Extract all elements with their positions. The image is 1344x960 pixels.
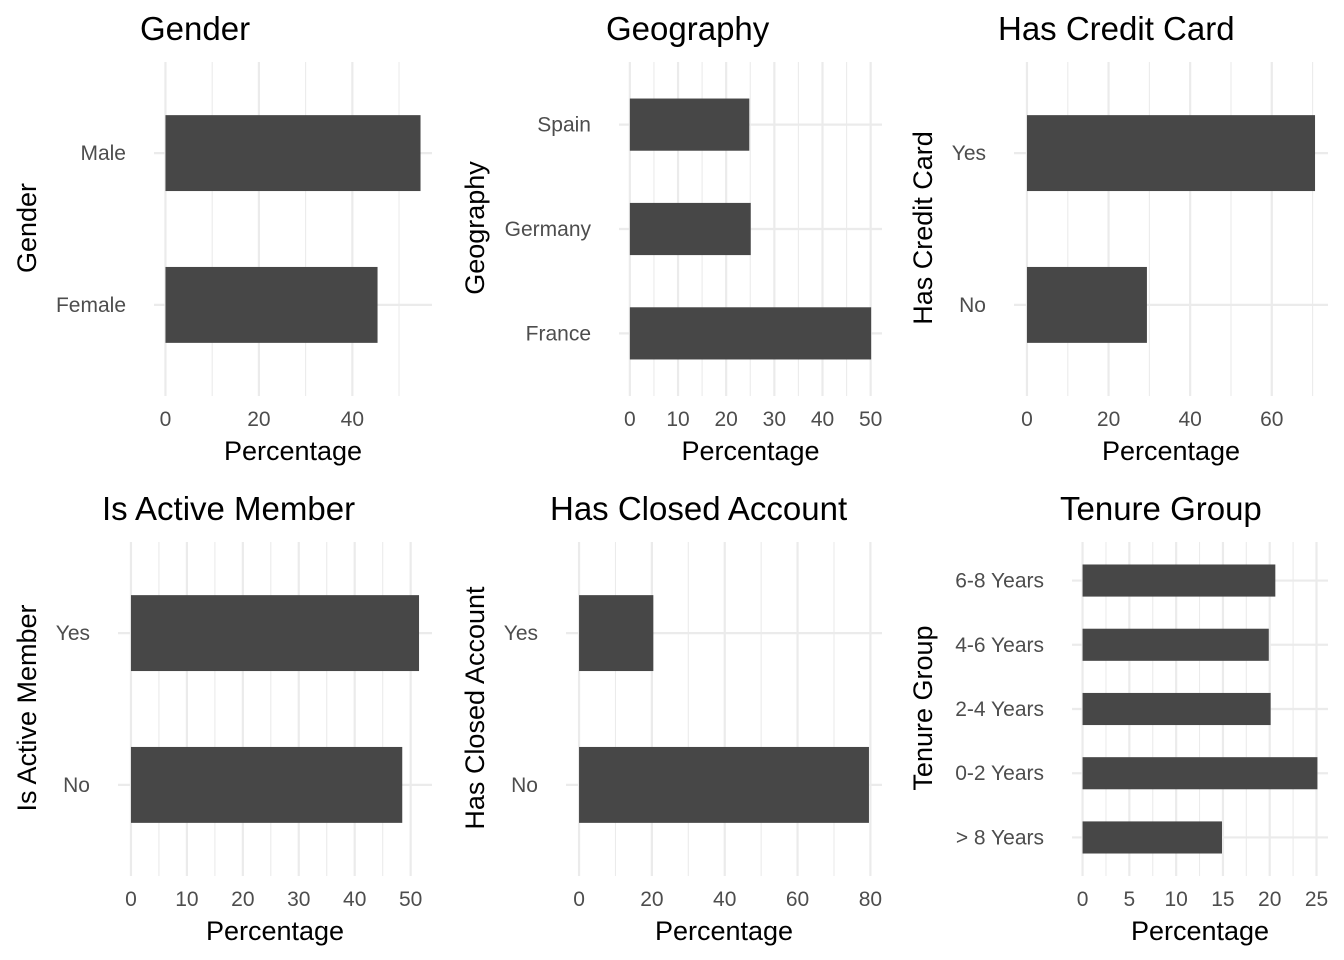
bar-spain (629, 98, 750, 151)
y-axis-title: Is Active Member (12, 604, 42, 811)
chart-geography: France Germany Spain 0 10 20 30 40 50 Geography Pe… (460, 10, 882, 466)
bar-yes (130, 595, 420, 672)
chart-title: Geography (606, 10, 770, 47)
bar-no (130, 746, 403, 823)
chart-title: Is Active Member (102, 490, 355, 527)
bar-yes (1026, 115, 1316, 192)
bar-france (629, 307, 872, 360)
bar-no (1026, 266, 1147, 343)
x-tick-label: 50 (399, 888, 422, 911)
y-tick-label: 2-4 Years (955, 698, 1044, 721)
x-tick-label: 0 (1021, 408, 1033, 431)
y-tick-label: > 8 Years (956, 826, 1044, 849)
y-tick-label: Spain (537, 114, 591, 137)
bar-female (165, 266, 378, 343)
x-tick-label: 0 (125, 888, 137, 911)
gridlines (1014, 62, 1328, 396)
chart-title: Has Closed Account (550, 490, 847, 527)
y-tick-label: Male (80, 142, 126, 165)
gridlines (566, 542, 882, 876)
x-tick-label: 30 (287, 888, 310, 911)
x-tick-label: 20 (231, 888, 254, 911)
y-tick-label: 6-8 Years (955, 570, 1044, 593)
x-axis-title: Percentage (206, 916, 344, 946)
bar-2-4-years (1082, 692, 1271, 726)
y-axis-title: Has Closed Account (460, 586, 490, 830)
y-axis-title: Gender (12, 183, 42, 273)
y-axis-title: Tenure Group (908, 625, 938, 790)
x-tick-label: 20 (1258, 888, 1281, 911)
chart-has-closed-account: No Yes 0 20 40 60 80 Has Closed Account Percenta… (460, 490, 882, 946)
bar-no (579, 746, 869, 823)
chart-is-active-member: No Yes 0 10 20 30 40 50 Is Active Member Percenta… (12, 490, 432, 946)
x-axis-title: Percentage (1131, 916, 1269, 946)
y-tick-label: 4-6 Years (955, 634, 1044, 657)
x-tick-label: 40 (1178, 408, 1201, 431)
bar-0-2-years (1082, 757, 1318, 790)
bar-yes (579, 595, 654, 672)
x-tick-label: 5 (1124, 888, 1136, 911)
bar-male (165, 115, 421, 192)
y-axis-title: Has Credit Card (908, 131, 938, 325)
bar-4-6-years (1082, 628, 1269, 661)
x-tick-label: 0 (624, 408, 636, 431)
x-tick-label: 10 (1164, 888, 1187, 911)
x-tick-label: 0 (573, 888, 585, 911)
gridlines (118, 542, 432, 876)
x-tick-label: 25 (1305, 888, 1328, 911)
x-tick-label: 40 (341, 408, 364, 431)
x-tick-label: 10 (666, 408, 689, 431)
y-tick-label: No (63, 774, 90, 797)
x-tick-label: 20 (247, 408, 270, 431)
chart-tenure-group: > 8 Years 0-2 Years 2-4 Years 4-6 Years 6-8 … (908, 490, 1328, 946)
x-tick-label: 60 (1260, 408, 1283, 431)
x-tick-label: 20 (640, 888, 663, 911)
x-axis-title: Percentage (224, 436, 362, 466)
x-tick-label: 40 (811, 408, 834, 431)
y-tick-label: Yes (56, 622, 90, 645)
chart-gender: Female Male 0 20 40 Gender Percentage Gender (12, 10, 432, 466)
x-tick-label: 30 (763, 408, 786, 431)
x-tick-label: 80 (859, 888, 882, 911)
x-axis-title: Percentage (681, 436, 819, 466)
y-tick-label: 0-2 Years (955, 762, 1044, 785)
x-tick-label: 40 (713, 888, 736, 911)
chart-title: Has Credit Card (998, 10, 1235, 47)
x-tick-label: 10 (175, 888, 198, 911)
chart-title: Gender (140, 10, 250, 47)
x-tick-label: 20 (1097, 408, 1120, 431)
x-tick-label: 15 (1211, 888, 1234, 911)
bar-8-years (1082, 821, 1222, 854)
gridlines (154, 62, 432, 396)
x-tick-label: 0 (1077, 888, 1089, 911)
y-tick-label: No (959, 294, 986, 317)
x-tick-label: 20 (714, 408, 737, 431)
x-tick-label: 60 (786, 888, 809, 911)
y-tick-label: Yes (504, 622, 538, 645)
x-axis-title: Percentage (1102, 436, 1240, 466)
bar-6-8-years (1082, 564, 1276, 597)
x-tick-label: 40 (343, 888, 366, 911)
y-tick-label: Yes (952, 142, 986, 165)
chart-title: Tenure Group (1060, 490, 1262, 527)
x-tick-label: 50 (859, 408, 882, 431)
x-tick-label: 0 (160, 408, 172, 431)
chart-has-credit-card: No Yes 0 20 40 60 Has Credit Card Percentage Has… (908, 10, 1328, 466)
y-tick-label: Female (56, 294, 126, 317)
y-tick-label: Germany (505, 218, 592, 241)
x-axis-title: Percentage (655, 916, 793, 946)
y-axis-title: Geography (460, 161, 490, 295)
y-tick-label: No (511, 774, 538, 797)
y-tick-label: France (526, 322, 591, 345)
bar-germany (629, 202, 751, 256)
